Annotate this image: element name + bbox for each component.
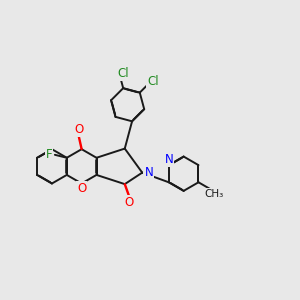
Text: O: O <box>74 123 83 136</box>
Text: CH₃: CH₃ <box>205 189 224 199</box>
Text: O: O <box>124 196 134 209</box>
Text: F: F <box>46 148 52 161</box>
Text: N: N <box>144 166 153 179</box>
Text: Cl: Cl <box>147 75 159 88</box>
Text: O: O <box>77 182 86 195</box>
Text: Cl: Cl <box>118 67 129 80</box>
Text: N: N <box>164 153 173 166</box>
